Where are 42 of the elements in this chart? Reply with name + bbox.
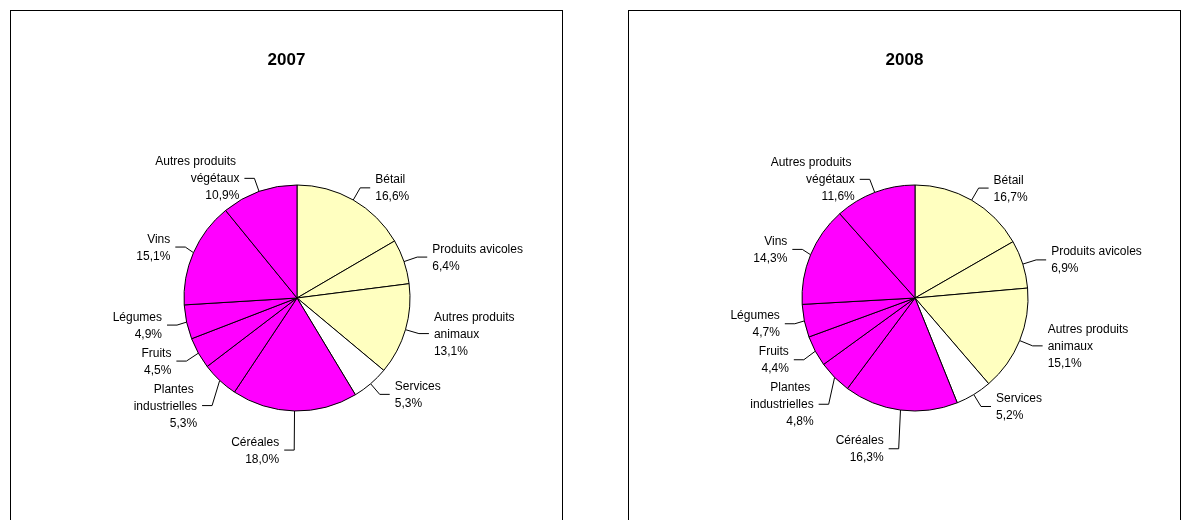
data-label: 16,3% <box>849 450 885 465</box>
data-label: 13,1% <box>433 343 469 358</box>
data-label: 16,6% <box>375 189 410 204</box>
data-label: 4,5% <box>144 362 172 377</box>
slice-label: Autres produits animaux <box>1047 321 1132 353</box>
data-label: 5,3% <box>169 415 198 430</box>
slice-label: Services <box>394 378 441 393</box>
data-label: 16,7% <box>993 189 1028 204</box>
slice-label: Produits avicoles <box>1051 244 1142 259</box>
slice-label: Fruits <box>141 345 172 360</box>
data-label: 15,1% <box>136 248 171 263</box>
chart-title: 2008 <box>885 50 924 69</box>
slice-label: Céréales <box>231 434 280 449</box>
slice-label: Autres produits végétaux <box>770 155 855 187</box>
slice-label: Vins <box>147 231 171 246</box>
data-label: 4,8% <box>786 414 814 429</box>
data-label: 4,9% <box>134 326 163 341</box>
slice-label: Vins <box>764 233 788 248</box>
data-label: 6,9% <box>1051 261 1079 276</box>
data-label: 6,4% <box>432 258 460 273</box>
slice-label: Autres produits végétaux <box>155 154 240 186</box>
data-label: 5,2% <box>996 407 1024 422</box>
data-label: 11,6% <box>821 189 856 204</box>
slice-label: Légumes <box>730 308 780 323</box>
slice-label: Fruits <box>758 344 789 359</box>
slice-label: Bétail <box>375 172 406 187</box>
slice-label: Plantes industrielles <box>750 380 814 412</box>
slice-label: Légumes <box>112 309 163 324</box>
data-label: 18,0% <box>245 451 280 466</box>
data-label: 14,3% <box>753 250 788 265</box>
slice-label: Services <box>996 390 1043 405</box>
data-label: 4,4% <box>761 361 790 376</box>
data-label: 5,3% <box>394 395 423 410</box>
chart-title: 2007 <box>267 50 306 69</box>
slice-label: Produits avicoles <box>432 241 523 256</box>
slice-label: Plantes industrielles <box>133 381 198 413</box>
data-label: 4,7% <box>752 325 781 340</box>
slice-label: Bétail <box>993 172 1024 187</box>
slice-label: Céréales <box>835 433 884 448</box>
slice-label: Autres produits animaux <box>433 309 518 341</box>
data-label: 10,9% <box>205 188 240 203</box>
data-label: 15,1% <box>1047 355 1082 370</box>
